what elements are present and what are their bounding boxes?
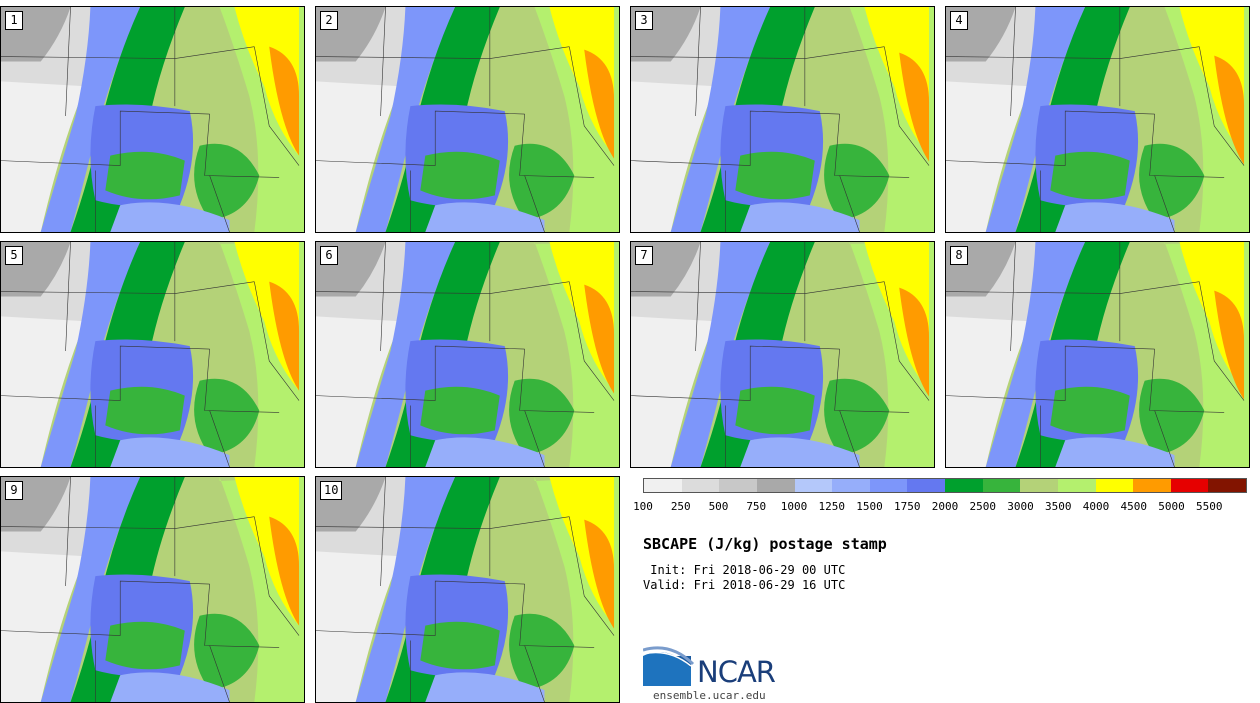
valid-time: Valid: Fri 2018-06-29 16 UTC xyxy=(643,578,846,592)
panel-number: 4 xyxy=(950,11,968,30)
sbcape-map xyxy=(316,242,619,467)
colorbar-tick-label: 2000 xyxy=(931,500,959,513)
colorbar-segment xyxy=(719,479,757,492)
colorbar-tick-label: 250 xyxy=(670,500,691,513)
time-info: Init: Fri 2018-06-29 00 UTC Valid: Fri 2… xyxy=(643,563,845,593)
colorbar-segment xyxy=(794,479,833,492)
colorbar-tick-label: 4000 xyxy=(1082,500,1110,513)
sbcape-map xyxy=(316,477,619,702)
sbcape-map xyxy=(631,7,934,232)
map-panel-5: 5 xyxy=(0,241,305,468)
logo-text: NCAR xyxy=(697,655,776,689)
colorbar-segment xyxy=(1208,479,1246,492)
panel-number: 6 xyxy=(320,246,338,265)
sbcape-map xyxy=(1,7,304,232)
colorbar-segment xyxy=(1133,479,1171,492)
map-panel-2: 2 xyxy=(315,6,620,233)
colorbar-tick-label: 4500 xyxy=(1120,500,1148,513)
colorbar-segment xyxy=(756,479,795,492)
colorbar-tick-label: 1000 xyxy=(780,500,808,513)
panel-number: 5 xyxy=(5,246,23,265)
colorbar-segment xyxy=(681,479,720,492)
colorbar-tick-label: 1250 xyxy=(818,500,846,513)
colorbar-tick-label: 5000 xyxy=(1158,500,1185,513)
panel-number: 8 xyxy=(950,246,968,265)
colorbar-tick-label: 2500 xyxy=(969,500,997,513)
sbcape-map xyxy=(946,7,1249,232)
colorbar-segment xyxy=(1057,479,1096,492)
colorbar-tick-label: 100 xyxy=(633,500,653,513)
panel-number: 9 xyxy=(5,481,23,500)
colorbar-tick-label: 500 xyxy=(708,500,729,513)
colorbar-tick-label: 750 xyxy=(746,500,767,513)
colorbar-segment xyxy=(1020,479,1058,492)
map-panel-6: 6 xyxy=(315,241,620,468)
colorbar-segment xyxy=(945,479,983,492)
map-panel-4: 4 xyxy=(945,6,1250,233)
panel-number: 1 xyxy=(5,11,23,30)
map-panel-9: 9 xyxy=(0,476,305,703)
sbcape-map xyxy=(1,242,304,467)
colorbar-segment xyxy=(644,479,682,492)
plot-title: SBCAPE (J/kg) postage stamp xyxy=(643,535,887,553)
map-panel-7: 7 xyxy=(630,241,935,468)
sbcape-map xyxy=(1,477,304,702)
ncar-logo-icon xyxy=(643,646,695,686)
panel-number: 3 xyxy=(635,11,653,30)
colorbar-segment xyxy=(869,479,908,492)
site-url: ensemble.ucar.edu xyxy=(653,689,766,702)
init-time: Init: Fri 2018-06-29 00 UTC xyxy=(643,563,846,577)
map-panel-1: 1 xyxy=(0,6,305,233)
map-panel-8: 8 xyxy=(945,241,1250,468)
colorbar-segment xyxy=(1170,479,1209,492)
panel-number: 2 xyxy=(320,11,338,30)
sbcape-map xyxy=(631,242,934,467)
panel-number: 10 xyxy=(320,481,343,500)
colorbar-segment xyxy=(1095,479,1134,492)
colorbar-tick-label: 1500 xyxy=(856,500,883,513)
colorbar-tick-label: 5500 xyxy=(1196,500,1223,513)
colorbar-segment xyxy=(832,479,870,492)
colorbar xyxy=(643,478,1247,493)
colorbar-tick-label: 3000 xyxy=(1007,500,1034,513)
map-panel-3: 3 xyxy=(630,6,935,233)
map-panel-10: 10 xyxy=(315,476,620,703)
colorbar-segment xyxy=(907,479,945,492)
panel-number: 7 xyxy=(635,246,653,265)
colorbar-ticks: 100 250 500 750 1000 1250 1500 1750 2000 2500 3000… xyxy=(633,500,1247,514)
colorbar-tick-label: 3500 xyxy=(1045,500,1072,513)
sbcape-map xyxy=(946,242,1249,467)
colorbar-segment xyxy=(982,479,1021,492)
sbcape-map xyxy=(316,7,619,232)
colorbar-tick-label: 1750 xyxy=(894,500,921,513)
